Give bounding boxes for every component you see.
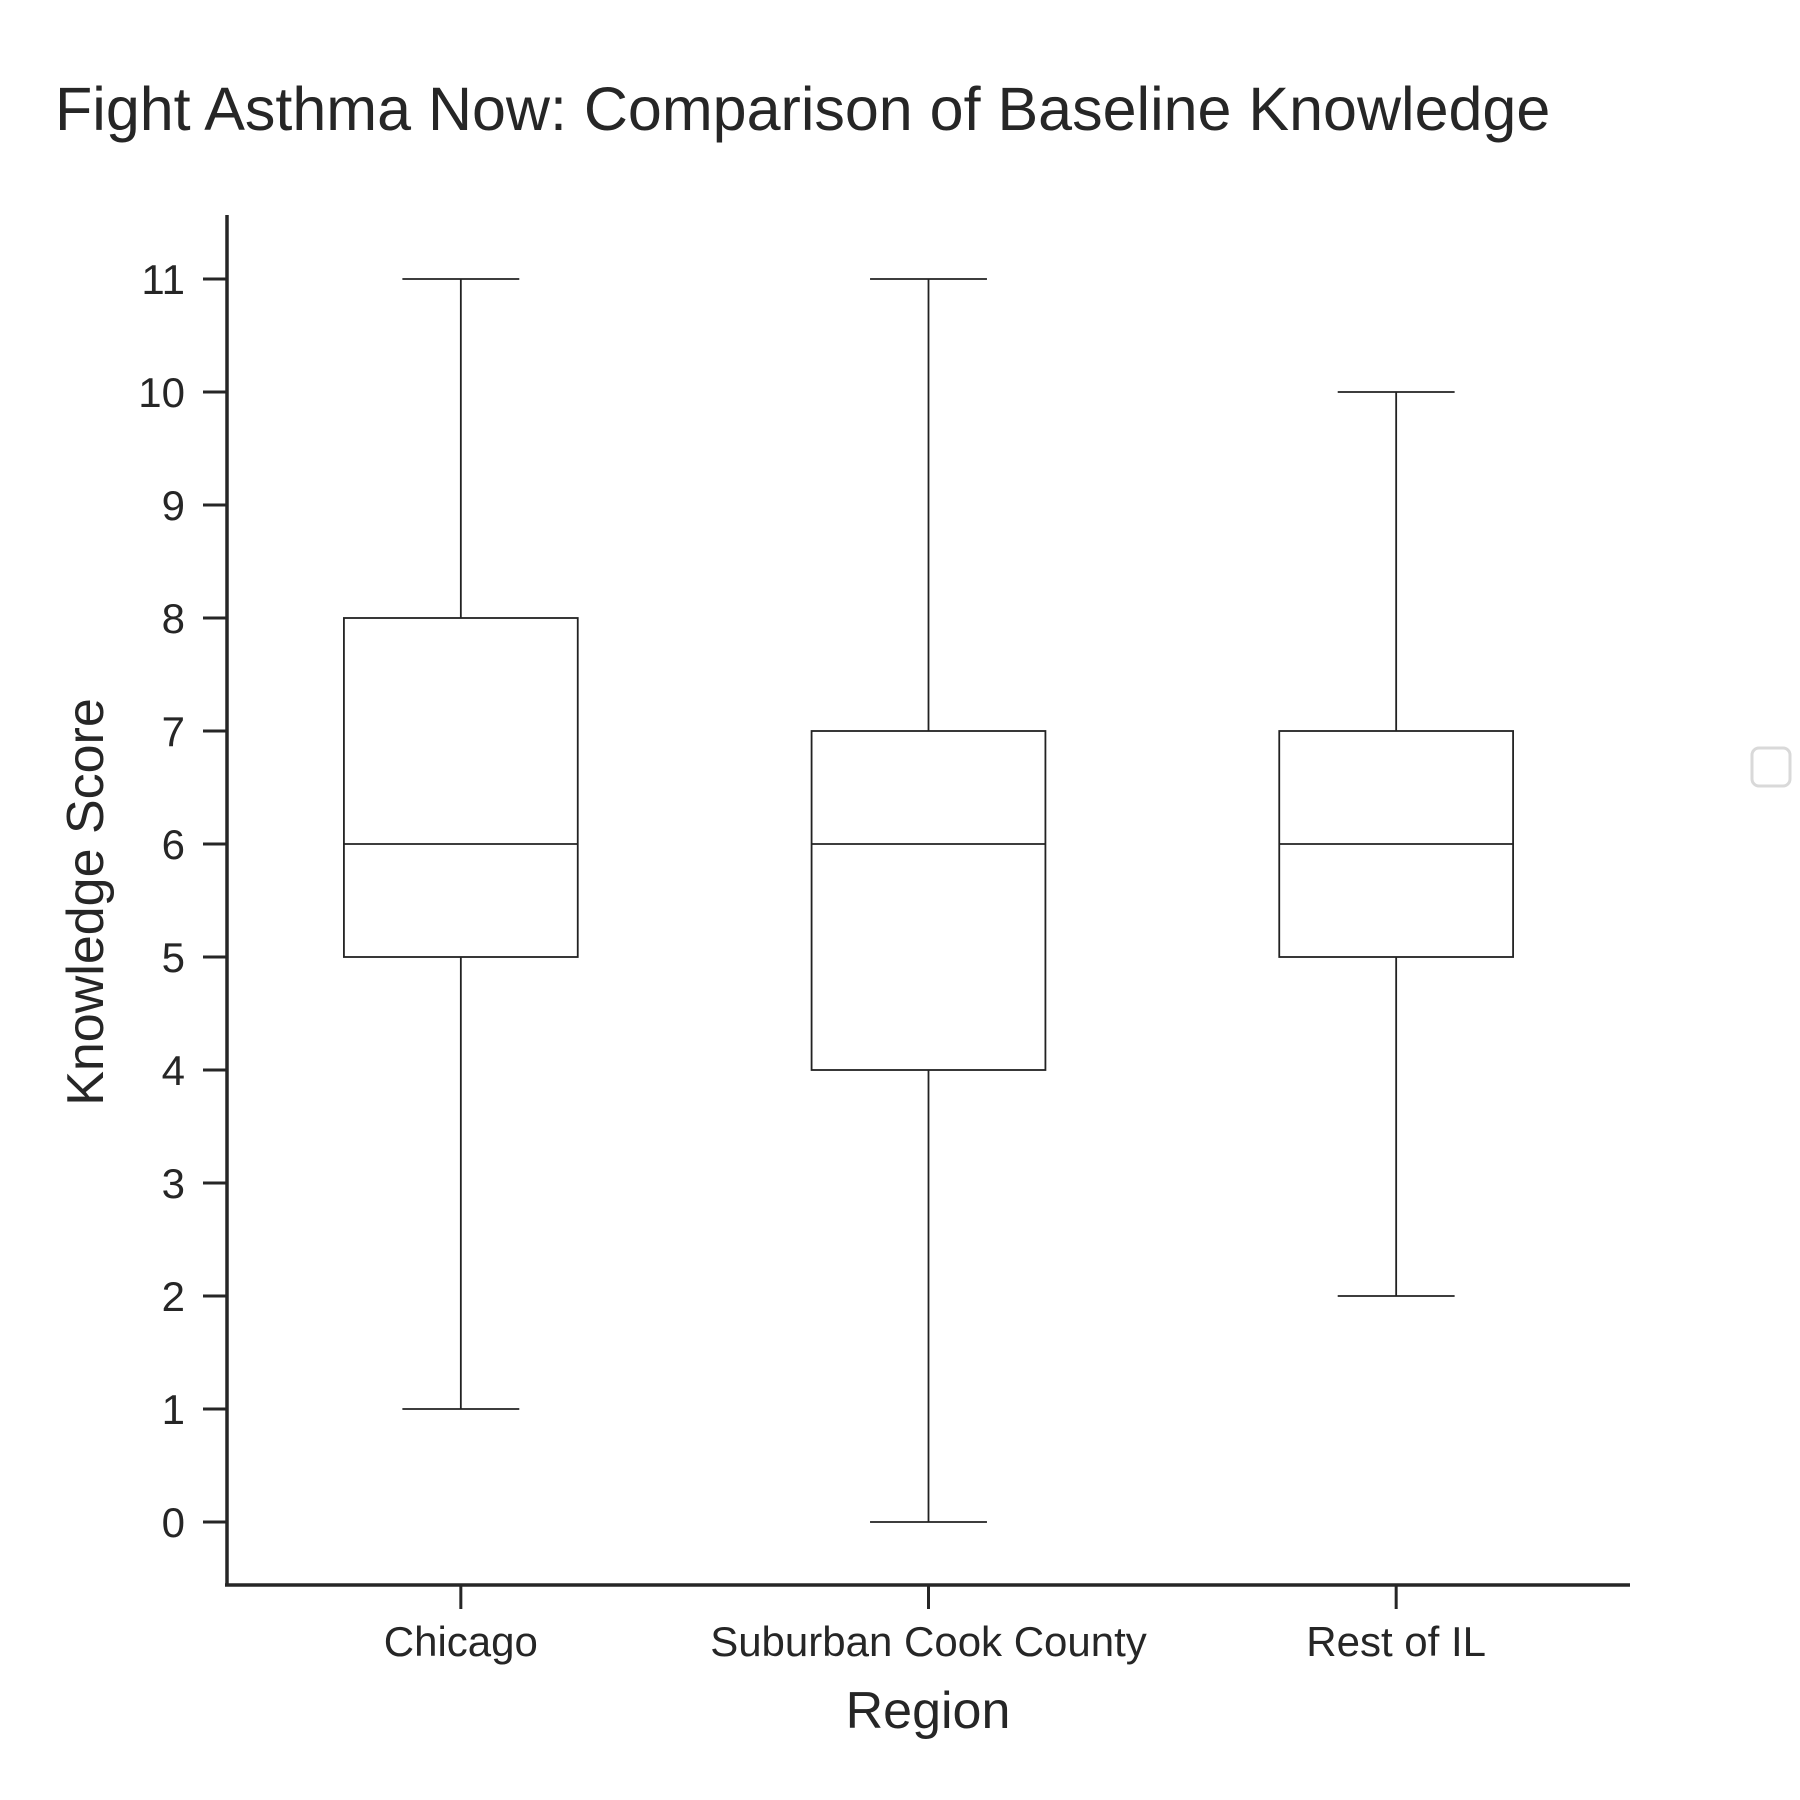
y-tick-label: 11 [141,256,185,303]
plot-area [343,278,1514,1523]
y-tick-label: 1 [162,1386,185,1433]
iqr-box [810,730,1047,1071]
y-tick-label: 0 [162,1499,185,1546]
legend-frame [1750,746,1792,788]
box-1 [810,278,1047,1523]
iqr-box [343,617,579,958]
chart-title: Fight Asthma Now: Comparison of Baseline… [55,75,1550,143]
y-tick-label: 8 [162,595,185,642]
box-0 [343,278,579,1410]
x-axis-ticks: Chicago Suburban Cook County Rest of IL [384,1585,1486,1665]
y-axis-ticks: 0 1 2 3 4 5 6 7 8 9 10 11 [138,256,227,1546]
x-tick-label: Chicago [384,1618,538,1665]
y-tick-label: 9 [162,482,185,529]
x-tick-label: Suburban Cook County [710,1618,1147,1665]
box-2 [1278,391,1514,1297]
y-tick-label: 2 [162,1273,185,1320]
y-tick-label: 4 [162,1047,185,1094]
y-tick-label: 5 [162,934,185,981]
y-axis-label: Knowledge Score [57,698,115,1106]
y-tick-label: 3 [162,1160,185,1207]
y-tick-label: 6 [162,821,185,868]
y-tick-label: 7 [162,708,185,755]
y-tick-label: 10 [138,369,185,416]
x-axis-label: Region [846,1682,1011,1740]
x-tick-label: Rest of IL [1306,1618,1486,1665]
